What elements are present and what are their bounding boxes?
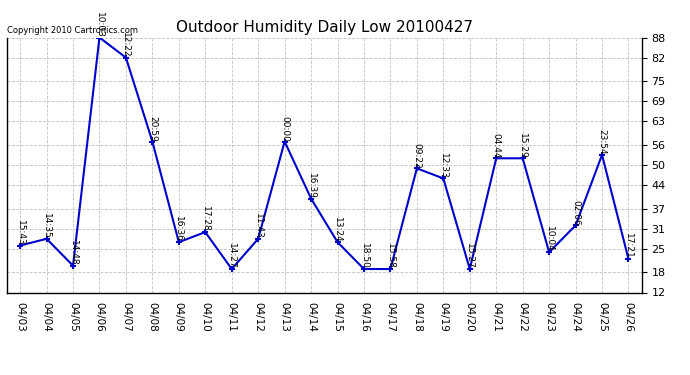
- Text: 04:44: 04:44: [492, 133, 501, 158]
- Text: 15:58: 15:58: [386, 243, 395, 269]
- Text: Copyright 2010 Cartronics.com: Copyright 2010 Cartronics.com: [7, 26, 138, 35]
- Text: 10:03: 10:03: [95, 12, 104, 38]
- Text: 00:00: 00:00: [280, 116, 289, 141]
- Title: Outdoor Humidity Daily Low 20100427: Outdoor Humidity Daily Low 20100427: [176, 20, 473, 35]
- Text: 15:29: 15:29: [518, 132, 527, 158]
- Text: 14:27: 14:27: [227, 243, 236, 269]
- Text: 12:22: 12:22: [121, 32, 130, 58]
- Text: 09:22: 09:22: [413, 143, 422, 168]
- Text: 11:43: 11:43: [254, 213, 263, 239]
- Text: 23:54: 23:54: [598, 129, 607, 155]
- Text: 17:28: 17:28: [201, 206, 210, 232]
- Text: 16:39: 16:39: [306, 172, 315, 198]
- Text: 15:43: 15:43: [16, 220, 25, 246]
- Text: 17:21: 17:21: [624, 233, 633, 259]
- Text: 18:50: 18:50: [359, 243, 368, 269]
- Text: 15:27: 15:27: [465, 243, 474, 269]
- Text: 16:36: 16:36: [175, 216, 184, 242]
- Text: 12:33: 12:33: [439, 153, 448, 178]
- Text: 02:06: 02:06: [571, 200, 580, 225]
- Text: 14:35: 14:35: [42, 213, 51, 239]
- Text: 20:59: 20:59: [148, 116, 157, 141]
- Text: 13:24: 13:24: [333, 216, 342, 242]
- Text: 10:04: 10:04: [544, 226, 553, 252]
- Text: 14:48: 14:48: [68, 240, 77, 266]
